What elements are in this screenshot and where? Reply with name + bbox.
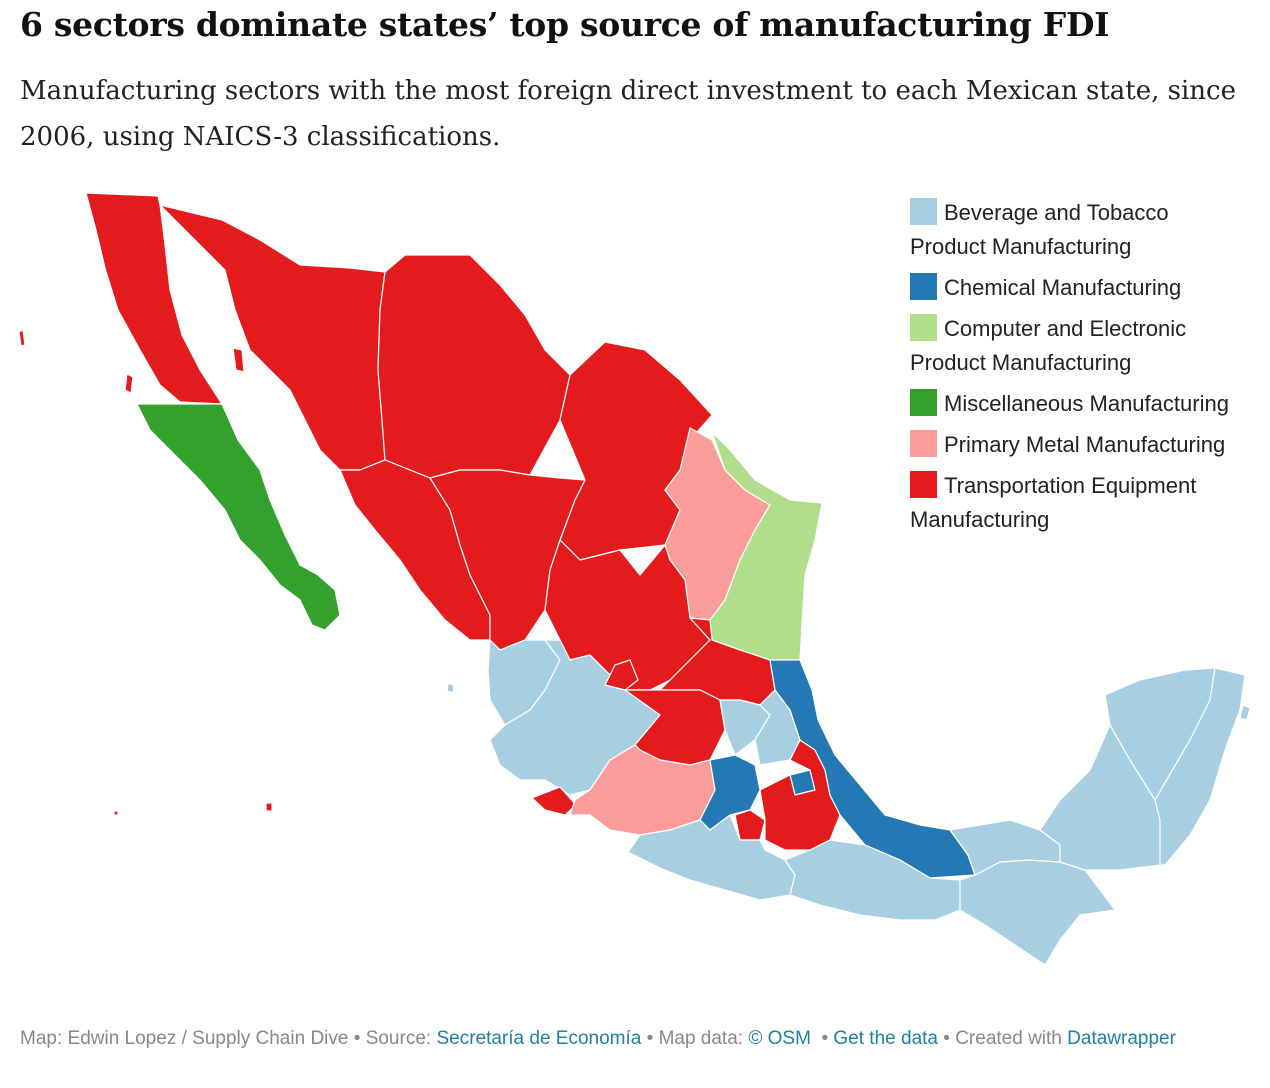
region-chiapas[interactable] [959, 859, 1116, 966]
legend-item-transportation: Transportation Equipment Manufacturing [910, 469, 1250, 537]
region-chihuahua[interactable] [377, 254, 571, 479]
mexico-map [18, 192, 1251, 966]
legend-swatch [910, 389, 937, 416]
map-legend: Beverage and Tobacco Product Manufacturi… [910, 196, 1250, 544]
legend-label: Primary Metal Manufacturing [944, 432, 1226, 457]
footer-mapdata-label: Map data: [658, 1028, 744, 1049]
footer-created-label: Created with [955, 1028, 1062, 1049]
region-isla-guadalupe [18, 329, 26, 347]
legend-item-chemical: Chemical Manufacturing [910, 271, 1250, 305]
legend-swatch [910, 273, 937, 300]
legend-item-primary-metal: Primary Metal Manufacturing [910, 428, 1250, 462]
region-aguascalientes[interactable] [604, 659, 639, 691]
legend-item-miscellaneous: Miscellaneous Manufacturing [910, 387, 1250, 421]
source-link[interactable]: Secretaría de Economía [436, 1028, 642, 1049]
legend-label: Chemical Manufacturing [944, 275, 1182, 300]
footer: Map: Edwin Lopez / Supply Chain Dive • S… [20, 1028, 1176, 1049]
legend-label: Computer and Electronic Product Manufact… [910, 316, 1187, 375]
legend-label: Miscellaneous Manufacturing [944, 391, 1229, 416]
region-cozumel-island [1239, 704, 1251, 721]
legend-item-computer-electronic: Computer and Electronic Product Manufact… [910, 312, 1250, 380]
get-data-link[interactable]: Get the data [833, 1028, 938, 1049]
region-colima[interactable] [531, 786, 577, 816]
region-islas-marias [446, 682, 455, 694]
legend-item-beverage-tobacco: Beverage and Tobacco Product Manufacturi… [910, 196, 1250, 264]
footer-source-label: Source: [365, 1028, 432, 1049]
region-morelos[interactable] [734, 809, 766, 841]
region-revillagigedo-1 [265, 802, 273, 812]
region-quintana-roo[interactable] [1154, 667, 1246, 866]
legend-swatch [910, 198, 937, 225]
region-cedros-island [124, 373, 134, 394]
region-baja-california-sur[interactable] [136, 403, 341, 631]
region-guerrero[interactable] [627, 814, 796, 901]
region-tiburon-island [232, 347, 245, 373]
footer-credit: Map: Edwin Lopez / Supply Chain Dive [20, 1028, 349, 1049]
legend-label: Beverage and Tobacco Product Manufacturi… [910, 200, 1169, 259]
legend-swatch [910, 471, 937, 498]
legend-label: Transportation Equipment Manufacturing [910, 473, 1197, 532]
chart-subtitle: Manufacturing sectors with the most fore… [20, 76, 1236, 152]
chart-title: 6 sectors dominate states’ top source of… [20, 5, 1110, 44]
region-revillagigedo-2 [113, 810, 119, 816]
legend-swatch [910, 314, 937, 341]
region-veracruz[interactable] [769, 659, 976, 879]
osm-link[interactable]: © OSM [748, 1028, 811, 1049]
legend-swatch [910, 430, 937, 457]
datawrapper-link[interactable]: Datawrapper [1067, 1028, 1176, 1049]
